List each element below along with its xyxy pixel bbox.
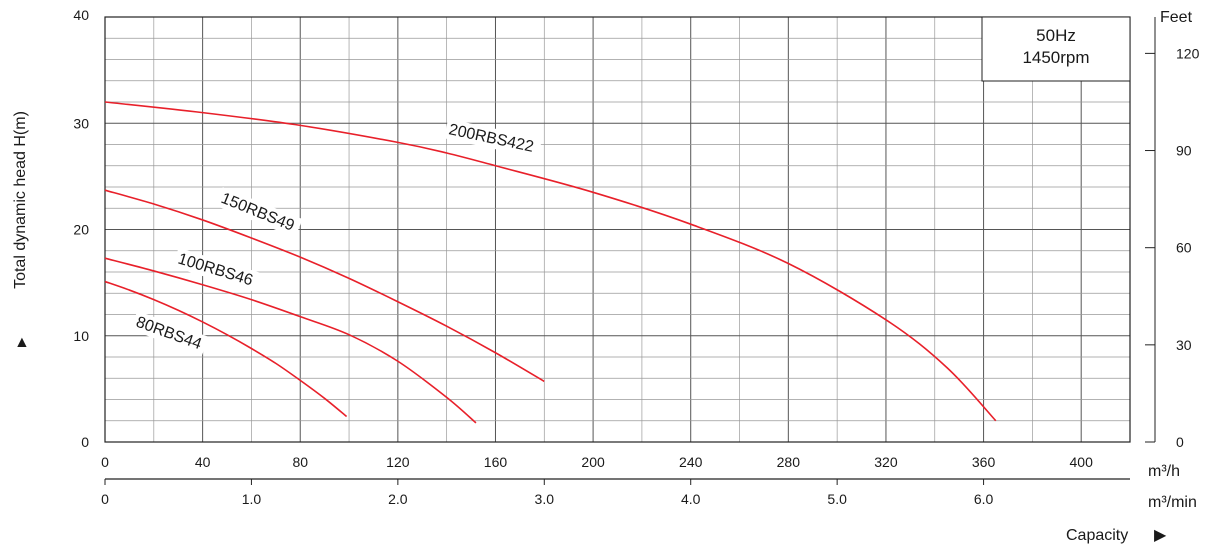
y-axis-arrow-icon: ▲ (14, 334, 30, 351)
x-axis-unit-m3min: m³/min (1148, 494, 1197, 511)
x-tick-label-m3min: 2.0 (388, 491, 408, 507)
feet-tick-label: 30 (1176, 337, 1192, 353)
y-axis-title: Total dynamic head H(m) (12, 111, 29, 289)
x-axis-arrow-icon: ▶ (1154, 527, 1167, 544)
x-axis-title: Capacity (1066, 527, 1128, 544)
y-tick-label: 0 (81, 434, 89, 450)
feet-axis-title: Feet (1160, 9, 1193, 26)
curves-layer (104, 101, 997, 424)
x-tick-label-m3h: 400 (1070, 454, 1094, 470)
plot-frame (104, 16, 1131, 443)
x-tick-label-m3min: 3.0 (535, 491, 555, 507)
info-speed: 1450rpm (1022, 48, 1089, 67)
curve-label-group: 200RBS422 (444, 118, 543, 159)
curve-80RBS44 (104, 280, 348, 418)
x-tick-label-m3h: 320 (874, 454, 898, 470)
x-tick-label-m3h: 120 (386, 454, 410, 470)
y-tick-label: 40 (73, 7, 89, 23)
curve-label-group: 100RBS46 (172, 247, 261, 293)
feet-tick-label: 60 (1176, 240, 1192, 256)
feet-tick-label: 120 (1176, 45, 1200, 61)
curve-label-80RBS44: 80RBS44 (134, 314, 204, 353)
info-box: 50Hz 1450rpm (981, 16, 1131, 82)
curve-150RBS49 (104, 189, 545, 383)
x-tick-label-m3h: 200 (581, 454, 605, 470)
x-axis-ticks-m3min: 0 1.0 2.0 3.0 4.0 5.0 6.0 (101, 479, 994, 507)
curve-label-background (172, 247, 261, 293)
x-tick-label-m3h: 40 (195, 454, 211, 470)
feet-tick-label: 0 (1176, 434, 1184, 450)
x-tick-label-m3min: 1.0 (242, 491, 262, 507)
curve-label-background (130, 310, 209, 356)
x-tick-label-m3h: 0 (101, 454, 109, 470)
curve-100RBS46 (104, 257, 477, 424)
info-frequency: 50Hz (1036, 26, 1076, 45)
curve-label-group: 80RBS44 (130, 310, 209, 356)
x-tick-label-m3min: 4.0 (681, 491, 701, 507)
x-tick-label-m3h: 160 (484, 454, 508, 470)
y-tick-label: 20 (73, 222, 89, 238)
plot-grid (105, 17, 1130, 442)
x-tick-label-m3h: 360 (972, 454, 996, 470)
x-axis-ticks-m3h: 0 40 80 120 160 200 240 280 320 360 400 (101, 454, 1093, 470)
curve-label-background (215, 186, 303, 238)
y-tick-label: 10 (73, 328, 89, 344)
x-tick-label-m3min: 6.0 (974, 491, 994, 507)
x-tick-label-m3h: 80 (292, 454, 308, 470)
curve-label-100RBS46: 100RBS46 (176, 251, 255, 290)
feet-axis-ticks: 0 30 60 90 120 (1145, 45, 1200, 450)
curve-label-background (444, 118, 543, 159)
y-axis-ticks: 0 10 20 30 40 (73, 7, 89, 450)
curve-200RBS422 (104, 101, 997, 422)
x-axis-unit-m3h: m³/h (1148, 463, 1180, 480)
curve-label-200RBS422: 200RBS422 (447, 121, 535, 156)
x-tick-label-m3h: 240 (679, 454, 703, 470)
feet-tick-label: 90 (1176, 143, 1192, 159)
x-tick-label-m3min: 0 (101, 491, 109, 507)
y-tick-label: 30 (73, 115, 89, 131)
x-tick-label-m3h: 280 (777, 454, 801, 470)
x-tick-label-m3min: 5.0 (827, 491, 847, 507)
